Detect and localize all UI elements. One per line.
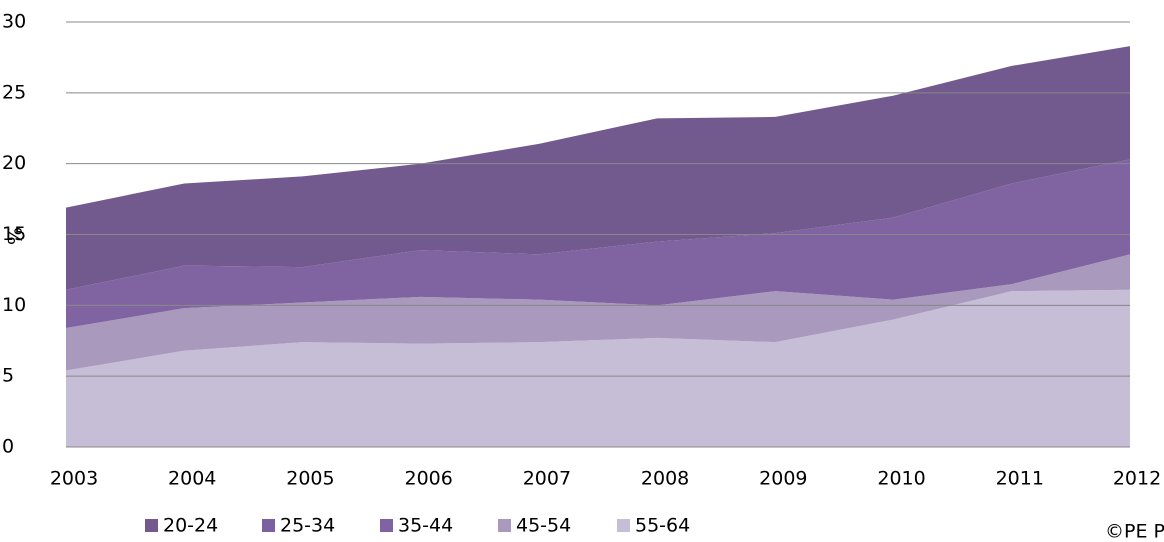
source: ©PE Pr bbox=[1105, 521, 1164, 539]
x-tick-label: 2005 bbox=[286, 468, 334, 490]
y-axis-label: % bbox=[5, 227, 27, 245]
legend-label: 55-64 bbox=[635, 515, 690, 537]
area bbox=[66, 254, 1130, 371]
areas bbox=[66, 46, 1130, 447]
legend-swatch bbox=[145, 519, 158, 532]
y-tick-label: 10 bbox=[2, 294, 26, 316]
legend-swatch bbox=[617, 519, 630, 532]
x-tick-label: 2012 bbox=[1113, 468, 1161, 490]
legend-label: 20-24 bbox=[163, 515, 218, 537]
x-tick-label: 2009 bbox=[759, 468, 807, 490]
x-tick-label: 2004 bbox=[168, 468, 216, 490]
legend-swatch bbox=[380, 519, 393, 532]
legend-label: 25-34 bbox=[280, 515, 335, 537]
x-tick-label: 2011 bbox=[996, 468, 1044, 490]
grid bbox=[66, 21, 1130, 377]
y-tick-label: 20 bbox=[2, 152, 26, 174]
x-tick-label: 2006 bbox=[404, 468, 452, 490]
x-tick-label: 2010 bbox=[877, 468, 925, 490]
area bbox=[66, 159, 1130, 328]
area bbox=[66, 46, 1130, 290]
y-tick-label: 0 bbox=[2, 436, 14, 458]
x-tick-label: 2003 bbox=[50, 468, 98, 490]
y-tick-label: 5 bbox=[2, 365, 14, 387]
legend-swatch bbox=[498, 519, 511, 532]
legend-label: 45-54 bbox=[516, 515, 571, 537]
legend-label: 35-44 bbox=[398, 515, 453, 537]
y-tick-label: 25 bbox=[2, 81, 26, 103]
area bbox=[66, 289, 1130, 447]
x-tick-label: 2008 bbox=[641, 468, 689, 490]
x-tick-label: 2007 bbox=[523, 468, 571, 490]
y-tick-label: 15 bbox=[2, 223, 26, 245]
y-tick-label: 30 bbox=[2, 11, 26, 33]
legend-swatch bbox=[262, 519, 275, 532]
